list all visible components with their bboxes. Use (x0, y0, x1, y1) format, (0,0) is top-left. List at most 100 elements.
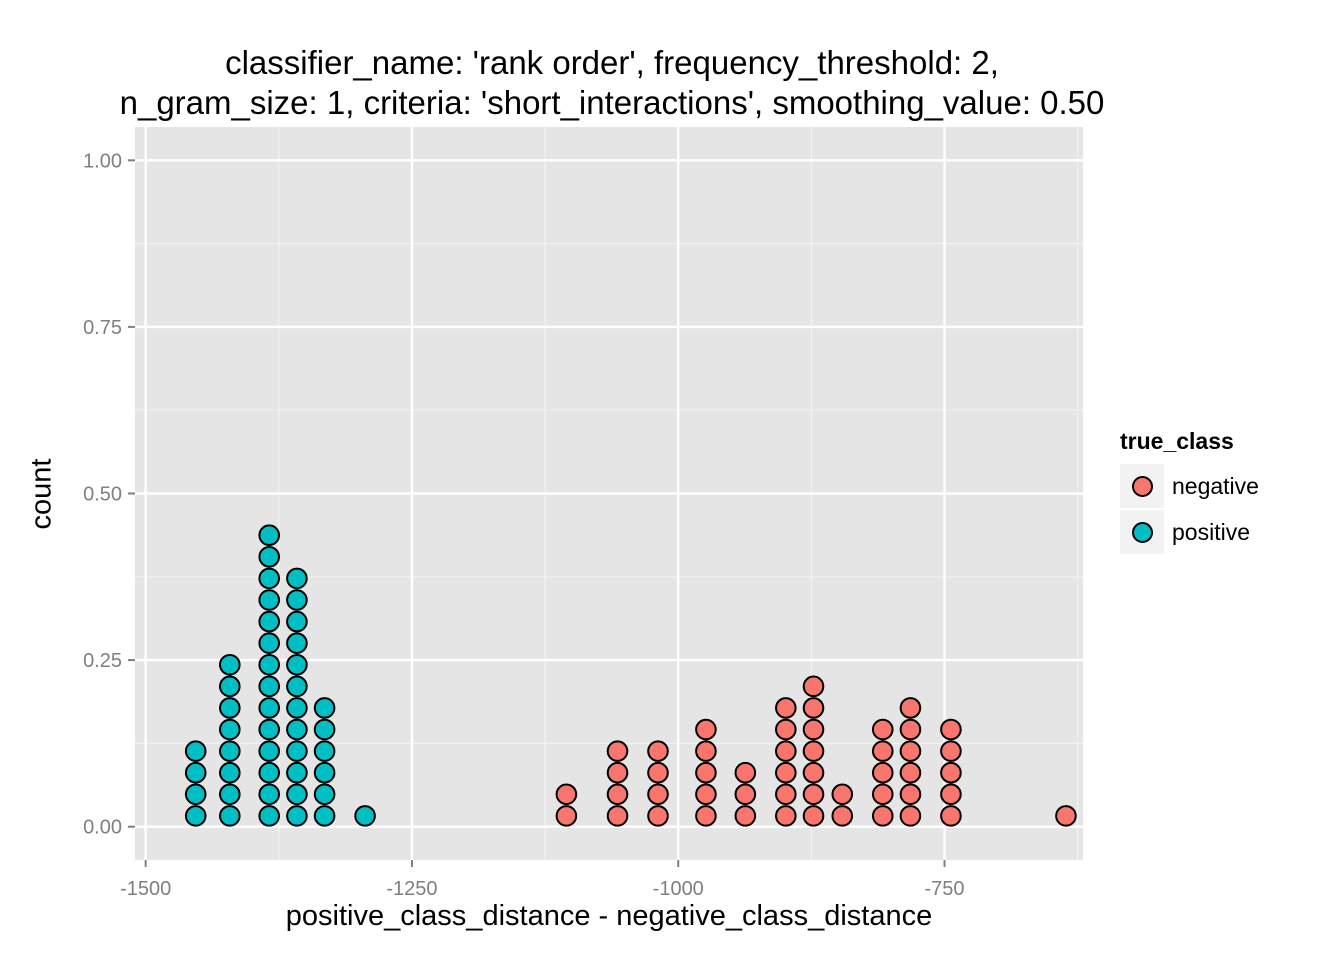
dot-negative (695, 718, 717, 741)
x-axis: -1500 -1250 -1000 -750 (120, 860, 965, 900)
dot-negative (899, 761, 922, 784)
y-tick-label: 0.75 (83, 317, 122, 339)
dot-negative (899, 805, 922, 827)
dot-positive (184, 783, 207, 806)
chart-title-line-1: classifier_name: 'rank order', frequency… (225, 44, 999, 81)
legend: true_class negative positive (1120, 428, 1259, 555)
dot-negative (871, 783, 894, 806)
dot-negative (647, 783, 669, 806)
dot-negative (695, 805, 717, 827)
legend-label-negative: negative (1172, 472, 1259, 499)
major-gridlines (135, 127, 1083, 860)
dot-positive (354, 805, 376, 827)
legend-label-positive: positive (1172, 518, 1250, 545)
legend-key (1120, 464, 1164, 508)
legend-dot-positive (1131, 521, 1153, 543)
dot-positive (258, 697, 281, 719)
dot-negative (555, 805, 578, 827)
dot-positive (286, 610, 308, 633)
dot-positive (313, 740, 336, 762)
dot-positive (313, 783, 336, 806)
dot-negative (734, 761, 757, 784)
dot-positive (258, 675, 281, 698)
dot-positive (286, 675, 308, 698)
dot-negative (775, 697, 797, 719)
dot-positive (258, 610, 281, 633)
x-tick-label: -1250 (386, 878, 437, 900)
dot-positive (286, 567, 308, 590)
dot-negative (695, 783, 717, 806)
dot-negative (775, 761, 797, 784)
dot-positive (286, 697, 308, 719)
dot-negative (775, 783, 797, 806)
dot-positive (258, 805, 281, 827)
dot-negative (1055, 805, 1077, 827)
dot-positive (313, 805, 336, 827)
dot-positive (313, 697, 336, 719)
legend-title: true_class (1120, 428, 1234, 454)
dot-negative (606, 740, 629, 762)
dot-negative (940, 740, 962, 762)
dot-positive (219, 697, 241, 719)
dot-positive (219, 740, 241, 762)
y-tick-label: 0.25 (83, 650, 122, 672)
dot-negative (899, 718, 922, 741)
dot-positive (184, 805, 207, 827)
dot-positive (258, 740, 281, 762)
dot-negative (940, 805, 962, 827)
x-axis-label: positive_class_distance - negative_class… (285, 900, 933, 932)
dot-positive (258, 524, 281, 547)
dot-positive (286, 589, 308, 611)
dot-negative (940, 718, 962, 741)
dot-negative (775, 805, 797, 827)
dot-layer (184, 524, 1077, 827)
x-tick-label: -1000 (653, 878, 704, 900)
dot-negative (647, 740, 669, 762)
dot-positive (184, 761, 207, 784)
dot-negative (647, 761, 669, 784)
dot-positive (258, 589, 281, 611)
legend-item-positive: positive (1120, 509, 1259, 555)
dot-negative (606, 783, 629, 806)
dot-positive (219, 761, 241, 784)
dot-positive (286, 783, 308, 806)
dot-negative (606, 805, 629, 827)
dot-positive (258, 632, 281, 654)
dot-negative (695, 740, 717, 762)
dot-negative (831, 805, 854, 827)
dot-negative (899, 740, 922, 762)
dot-positive (286, 740, 308, 762)
dot-negative (647, 805, 669, 827)
y-axis-label: count (25, 458, 58, 530)
dot-negative (802, 805, 825, 827)
dot-negative (940, 783, 962, 806)
y-tick-label: 0.00 (83, 817, 122, 839)
dot-positive (219, 783, 241, 806)
dot-negative (871, 740, 894, 762)
dot-negative (555, 783, 578, 806)
legend-item-negative: negative (1120, 463, 1259, 509)
legend-dot-negative (1131, 475, 1153, 497)
dot-positive (258, 546, 281, 568)
dot-negative (871, 761, 894, 784)
dot-positive (258, 653, 281, 676)
dot-negative (940, 761, 962, 784)
y-tick-label: 1.00 (83, 150, 122, 172)
dot-positive (313, 761, 336, 784)
dot-negative (734, 805, 757, 827)
dot-negative (802, 697, 825, 719)
dot-positive (219, 675, 241, 698)
dot-positive (286, 632, 308, 654)
dot-negative (899, 697, 922, 719)
dot-negative (802, 761, 825, 784)
x-tick-label: -750 (925, 878, 965, 900)
dot-positive (258, 718, 281, 741)
dot-negative (775, 740, 797, 762)
y-axis: 0.00 0.25 0.50 0.75 1.00 (83, 150, 135, 839)
dot-positive (258, 761, 281, 784)
dot-positive (286, 761, 308, 784)
dot-negative (831, 783, 854, 806)
legend-key (1120, 510, 1164, 554)
dot-positive (258, 567, 281, 590)
